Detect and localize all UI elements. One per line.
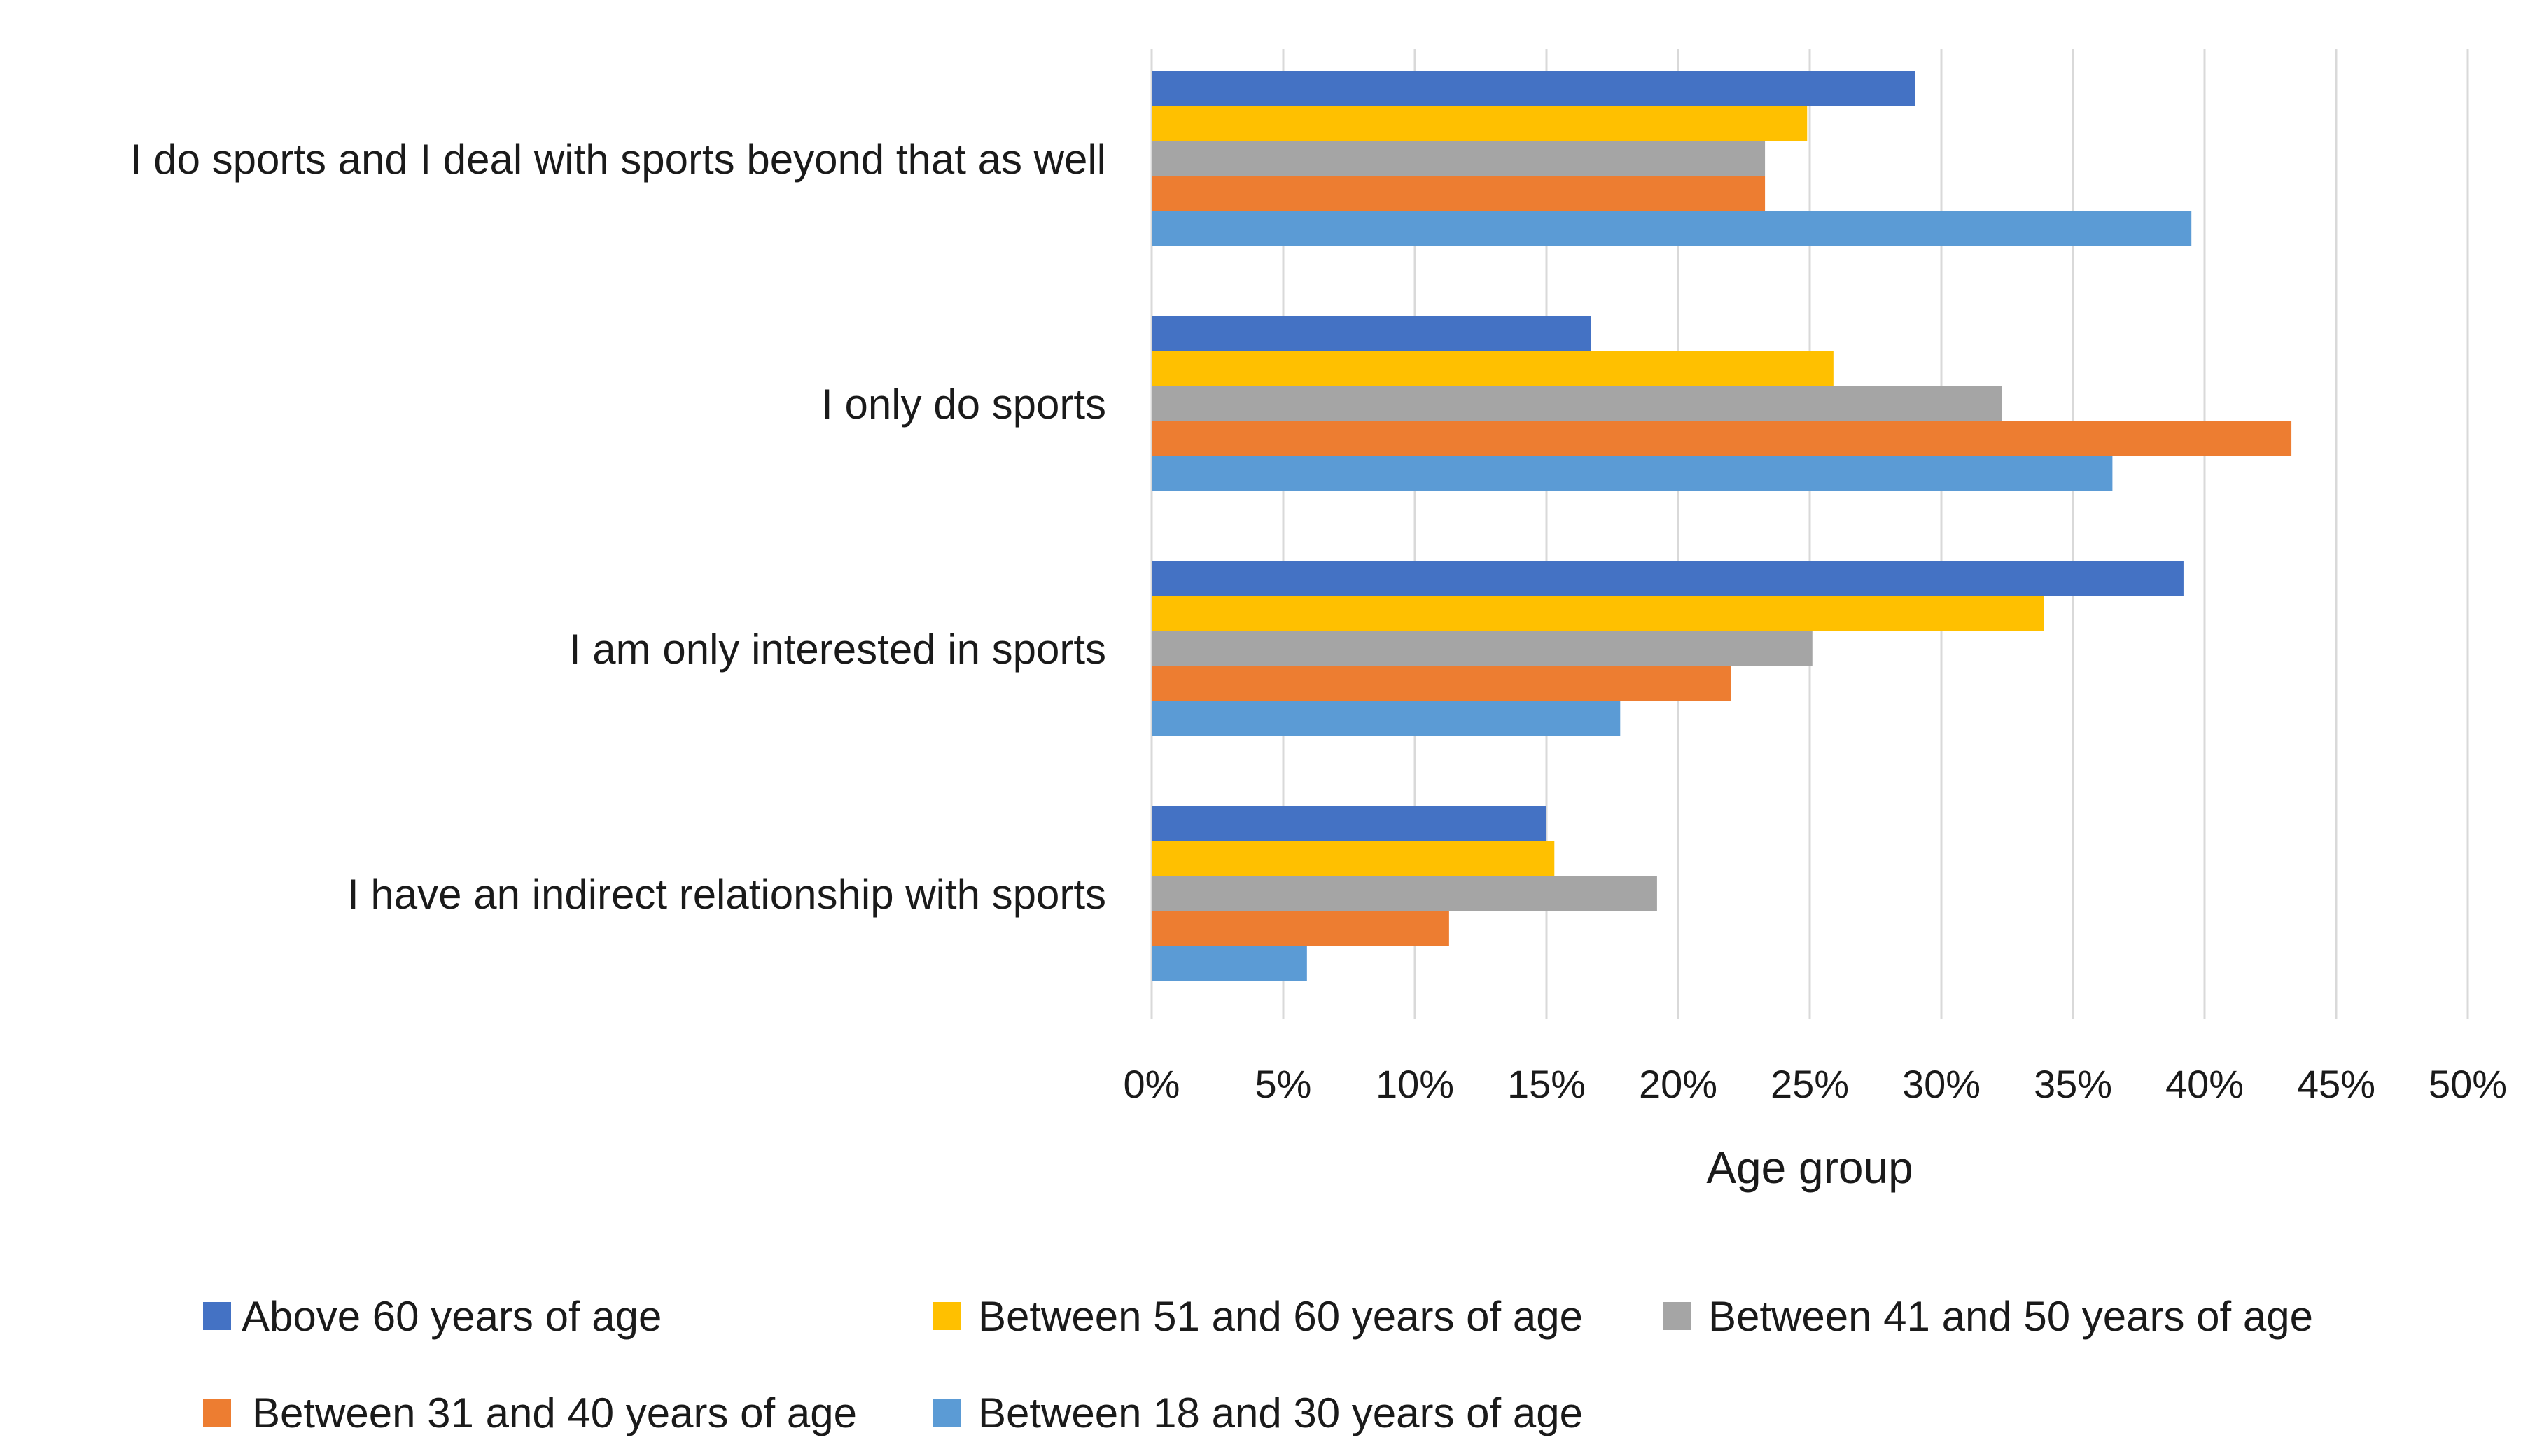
x-tick-label: 30% [1902, 1062, 1981, 1106]
bar [1152, 316, 1591, 351]
bar [1152, 806, 1546, 841]
legend-item: Between 31 and 40 years of age [203, 1390, 857, 1436]
legend-item: Between 18 and 30 years of age [933, 1390, 1583, 1436]
legend-label: Between 18 and 30 years of age [978, 1390, 1583, 1436]
bar [1152, 911, 1449, 946]
category-label: I am only interested in sports [569, 626, 1106, 673]
legend-swatch [933, 1302, 961, 1330]
x-tick-label: 25% [1771, 1062, 1849, 1106]
bar [1152, 946, 1307, 981]
legend-item: Above 60 years of age [203, 1293, 662, 1340]
category-label: I only do sports [821, 381, 1106, 428]
legend-swatch [933, 1399, 961, 1427]
bar [1152, 106, 1808, 141]
bar [1152, 561, 2184, 596]
x-tick-label: 0% [1124, 1062, 1180, 1106]
x-tick-label: 10% [1376, 1062, 1454, 1106]
bar [1152, 176, 1766, 211]
bar [1152, 71, 1915, 106]
legend-swatch [203, 1302, 231, 1330]
category-label: I do sports and I deal with sports beyon… [130, 136, 1106, 183]
bar [1152, 596, 2044, 631]
legend-label: Between 41 and 50 years of age [1708, 1293, 2313, 1340]
legend-label: Above 60 years of age [242, 1293, 662, 1340]
x-tick-label: 5% [1255, 1062, 1312, 1106]
legend-swatch [203, 1399, 231, 1427]
bar [1152, 701, 1621, 736]
bar [1152, 631, 1813, 666]
x-tick-labels: 0% 5% 10% 15% 20% 25% 30% 35% 40% 45% 50% [1124, 1062, 2508, 1106]
legend-item: Between 41 and 50 years of age [1663, 1293, 2313, 1340]
legend-item: Between 51 and 60 years of age [933, 1293, 1583, 1340]
bar [1152, 421, 2292, 456]
bar [1152, 141, 1766, 176]
bar [1152, 456, 2113, 491]
bar [1152, 351, 1834, 386]
x-axis-title: Age group [1706, 1142, 1913, 1193]
x-tick-label: 40% [2165, 1062, 2244, 1106]
x-tick-label: 20% [1639, 1062, 1717, 1106]
x-tick-label: 15% [1507, 1062, 1586, 1106]
legend-swatch [1663, 1302, 1691, 1330]
x-tick-label: 35% [2034, 1062, 2112, 1106]
bar [1152, 666, 1731, 701]
bar [1152, 386, 2002, 421]
legend: Above 60 years of age Between 51 and 60 y… [203, 1293, 2313, 1436]
bar [1152, 211, 2192, 246]
legend-label: Between 51 and 60 years of age [978, 1293, 1583, 1340]
category-labels: I do sports and I deal with sports beyon… [130, 136, 1106, 918]
x-tick-label: 45% [2297, 1062, 2375, 1106]
bar [1152, 841, 1555, 876]
x-tick-label: 50% [2429, 1062, 2507, 1106]
bars [1152, 71, 2292, 981]
legend-label: Between 31 and 40 years of age [252, 1390, 857, 1436]
bar [1152, 876, 1657, 911]
category-label: I have an indirect relationship with spo… [347, 871, 1106, 918]
